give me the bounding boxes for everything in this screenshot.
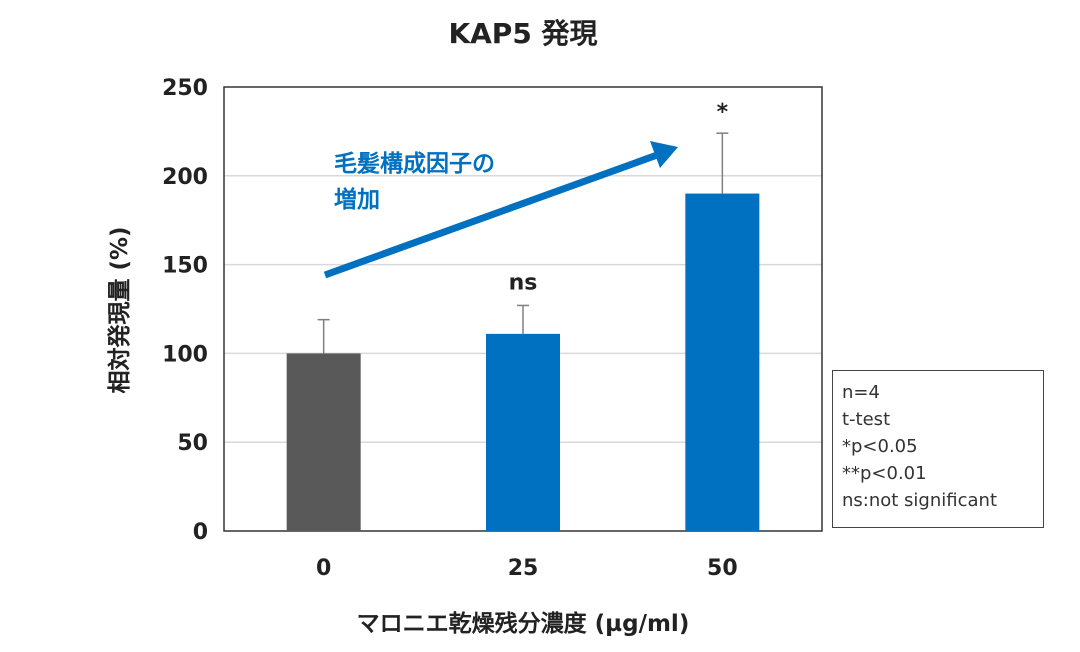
y-tick-label: 250 — [162, 76, 208, 101]
y-tick-label: 150 — [162, 254, 208, 279]
x-tick-label: 50 — [707, 556, 738, 581]
x-axis-label: マロニエ乾燥残分濃度 (µg/ml) — [356, 611, 690, 637]
bar-50 — [685, 193, 760, 531]
legend-line: n=4 — [842, 382, 880, 403]
trend-annotation: 毛髪構成因子の 増加 — [334, 146, 495, 218]
y-tick-label: 0 — [193, 520, 208, 545]
bar-25 — [486, 333, 560, 531]
y-tick-label: 50 — [177, 431, 208, 456]
stats-legend: n=4 t-test *p<0.05 **p<0.01 ns:not significa… — [832, 370, 1044, 528]
trend-arrow-shaft — [323, 150, 662, 279]
y-tick-label: 200 — [162, 165, 208, 190]
x-tick-label: 0 — [316, 556, 331, 581]
legend-line: *p<0.05 — [842, 436, 918, 457]
annotation-line-1: 毛髪構成因子の — [334, 151, 495, 177]
legend-line: **p<0.01 — [842, 463, 927, 484]
chart-title: KAP5 発現 — [448, 17, 598, 50]
x-tick-label: 25 — [508, 556, 539, 581]
significance-label: * — [717, 100, 729, 125]
bar-0 — [286, 353, 361, 531]
y-tick-label: 100 — [162, 342, 208, 367]
significance-label: ns — [509, 270, 538, 295]
trend-arrow-head — [650, 141, 678, 168]
annotation-line-2: 増加 — [334, 187, 380, 213]
legend-line: t-test — [842, 409, 891, 430]
legend-line: ns:not significant — [842, 490, 997, 511]
